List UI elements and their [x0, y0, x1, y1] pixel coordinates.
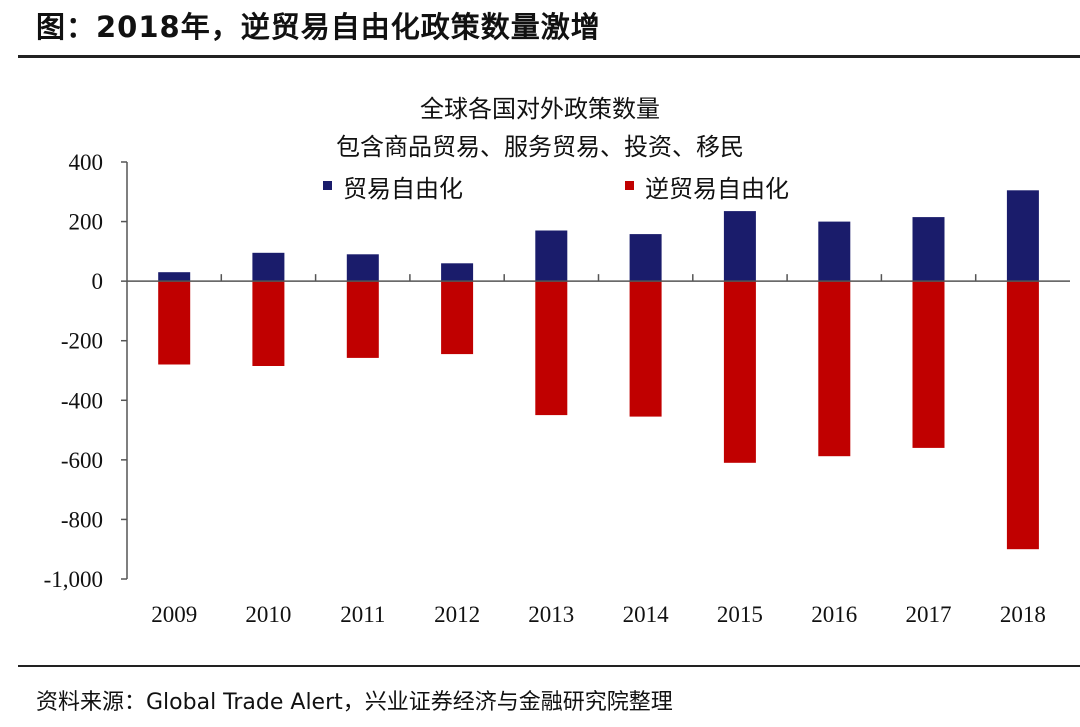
bar-liberalizing-2015 — [723, 211, 756, 282]
x-tick-label: 2014 — [623, 602, 670, 627]
source-note: 资料来源：Global Trade Alert，兴业证券经济与金融研究院整理 — [36, 690, 673, 715]
bar-liberalizing-2016 — [818, 221, 851, 282]
legend-label-liberalizing: 贸易自由化 — [343, 175, 463, 203]
y-tick-label: -400 — [61, 388, 103, 413]
y-tick-label: -200 — [61, 329, 103, 354]
bar-harmful-2015 — [723, 281, 756, 463]
x-tick-label: 2009 — [151, 602, 197, 627]
bar-liberalizing-2012 — [441, 263, 474, 282]
x-tick-label: 2012 — [434, 602, 480, 627]
x-tick-label: 2010 — [245, 602, 291, 627]
bar-harmful-2010 — [252, 281, 285, 366]
x-tick-label: 2011 — [340, 602, 385, 627]
bar-harmful-2013 — [535, 281, 568, 416]
y-tick-label: -1,000 — [44, 567, 103, 592]
y-tick-label: 0 — [92, 269, 104, 294]
bar-liberalizing-2009 — [158, 272, 191, 282]
bars — [158, 190, 1039, 550]
top-rule — [18, 55, 1080, 58]
bar-liberalizing-2014 — [629, 234, 662, 282]
bar-harmful-2011 — [346, 281, 379, 358]
bar-liberalizing-2011 — [346, 254, 379, 282]
figure-title: 图：2018年，逆贸易自由化政策数量激增 — [36, 10, 601, 44]
bar-harmful-2017 — [912, 281, 945, 448]
bar-harmful-2009 — [158, 281, 191, 365]
y-tick-label: 400 — [69, 150, 104, 175]
bar-liberalizing-2018 — [1006, 190, 1039, 282]
bar-harmful-2016 — [818, 281, 851, 457]
bar-chart: 全球各国对外政策数量 包含商品贸易、服务贸易、投资、移民 贸易自由化 逆贸易自由… — [44, 95, 1070, 627]
x-tick-label: 2017 — [906, 602, 952, 627]
y-tick-label: -600 — [61, 448, 103, 473]
x-tick-label: 2016 — [811, 602, 857, 627]
legend-label-harmful: 逆贸易自由化 — [645, 175, 789, 203]
chart-subtitle: 包含商品贸易、服务贸易、投资、移民 — [336, 133, 744, 161]
x-tick-label: 2018 — [1000, 602, 1046, 627]
y-tick-label: -800 — [61, 507, 103, 532]
legend: 贸易自由化 逆贸易自由化 — [323, 175, 789, 203]
axes: 400 200 0 -200 -400 -600 -800 -1,000 2009 2010 201… — [44, 150, 1070, 627]
x-tick-label: 2015 — [717, 602, 763, 627]
x-tick-label: 2013 — [528, 602, 574, 627]
bar-liberalizing-2017 — [912, 217, 945, 282]
bar-liberalizing-2010 — [252, 252, 285, 282]
y-tick-label: 200 — [69, 210, 104, 235]
bar-harmful-2018 — [1006, 281, 1039, 550]
bar-liberalizing-2013 — [535, 230, 568, 282]
bottom-rule — [18, 665, 1080, 667]
bar-harmful-2014 — [629, 281, 662, 417]
legend-swatch-liberalizing — [323, 181, 332, 190]
bar-harmful-2012 — [441, 281, 474, 355]
legend-swatch-harmful — [625, 181, 634, 190]
chart-title: 全球各国对外政策数量 — [420, 95, 660, 123]
